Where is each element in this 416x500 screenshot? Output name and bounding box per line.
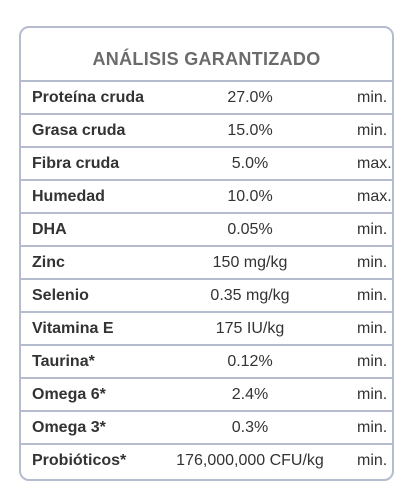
nutrient-value: 0.3% [171,410,329,444]
nutrient-name: Fibra cruda [21,146,171,180]
nutrient-name: Grasa cruda [21,113,171,147]
nutrient-qualifier: min. [329,311,392,345]
nutrient-value: 2.4% [171,377,329,411]
table-row: Zinc 150 mg/kg min. [21,245,392,279]
nutrient-value: 10.0% [171,179,329,213]
nutrient-name: Probióticos* [21,443,171,477]
nutrient-value: 27.0% [171,80,329,114]
table-row: DHA 0.05% min. [21,212,392,246]
nutrient-qualifier: max. [329,146,392,180]
table-row: Proteína cruda 27.0% min. [21,80,392,114]
table-row: Selenio 0.35 mg/kg min. [21,278,392,312]
nutrient-value: 15.0% [171,113,329,147]
nutrient-name: DHA [21,212,171,246]
nutrient-qualifier: min. [329,245,392,279]
table-row: Taurina* 0.12% min. [21,344,392,378]
nutrient-value: 176,000,000 CFU/kg [171,443,329,477]
nutrient-value: 175 IU/kg [171,311,329,345]
nutrient-qualifier: min. [329,443,392,477]
nutrient-value: 0.05% [171,212,329,246]
nutrient-qualifier: min. [329,278,392,312]
nutrient-name: Omega 3* [21,410,171,444]
guaranteed-analysis-panel: ANÁLISIS GARANTIZADO Proteína cruda 27.0… [19,26,394,481]
nutrient-value: 150 mg/kg [171,245,329,279]
nutrient-value: 5.0% [171,146,329,180]
nutrient-name: Zinc [21,245,171,279]
nutrient-name: Humedad [21,179,171,213]
nutrient-qualifier: max. [329,179,392,213]
nutrient-value: 0.35 mg/kg [171,278,329,312]
table-row: Probióticos* 176,000,000 CFU/kg min. [21,443,392,477]
nutrient-qualifier: min. [329,377,392,411]
table-row: Vitamina E 175 IU/kg min. [21,311,392,345]
table-row: Omega 3* 0.3% min. [21,410,392,444]
nutrient-name: Proteína cruda [21,80,171,114]
nutrient-qualifier: min. [329,212,392,246]
table-row: Grasa cruda 15.0% min. [21,113,392,147]
table-row: Omega 6* 2.4% min. [21,377,392,411]
nutrient-name: Vitamina E [21,311,171,345]
nutrient-name: Omega 6* [21,377,171,411]
nutrient-value: 0.12% [171,344,329,378]
nutrient-name: Selenio [21,278,171,312]
table-row: Humedad 10.0% max. [21,179,392,213]
panel-title: ANÁLISIS GARANTIZADO [92,49,321,69]
nutrient-qualifier: min. [329,410,392,444]
nutrient-name: Taurina* [21,344,171,378]
nutrient-qualifier: min. [329,344,392,378]
nutrient-qualifier: min. [329,113,392,147]
nutrient-qualifier: min. [329,80,392,114]
table-row: Fibra cruda 5.0% max. [21,146,392,180]
analysis-table: Proteína cruda 27.0% min. Grasa cruda 15… [21,80,392,477]
